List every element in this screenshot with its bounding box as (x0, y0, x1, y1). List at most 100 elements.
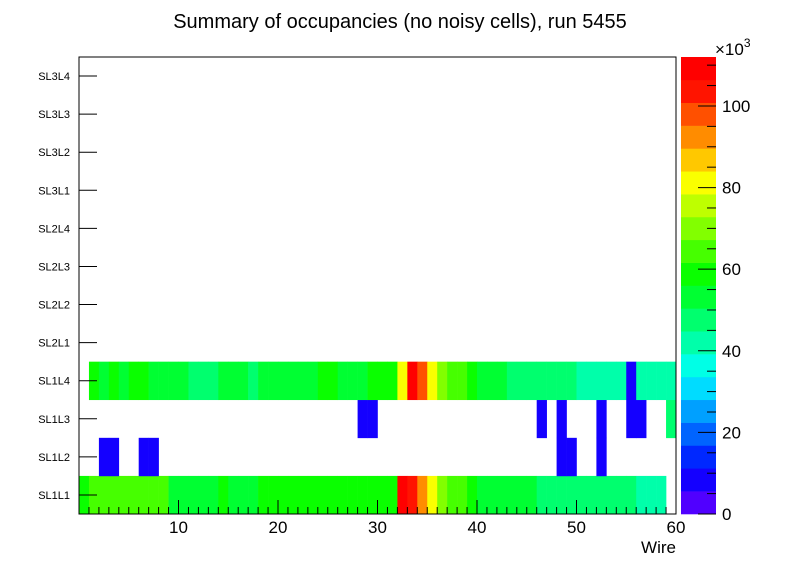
color-scale-swatch-1 (681, 491, 716, 515)
heatmap-cell-sl1l1-28 (347, 475, 358, 515)
y-tick-label-sl2l1: SL2L1 (38, 338, 70, 350)
heatmap-cell-sl1l1-41 (477, 475, 488, 515)
heatmap-cell-sl1l4-40 (467, 361, 478, 401)
heatmap-cell-sl1l4-33 (397, 361, 408, 401)
plot-frame (78, 56, 677, 515)
heatmap-cell-sl1l1-6 (128, 475, 139, 515)
heatmap-cell-sl1l1-9 (158, 475, 169, 515)
heatmap-cell-sl1l4-49 (556, 361, 567, 401)
heatmap-cell-sl1l4-12 (188, 361, 199, 401)
heatmap-cell-sl1l4-54 (606, 361, 617, 401)
heatmap-cell-sl1l4-20 (268, 361, 279, 401)
heatmap-cell-sl1l1-10 (168, 475, 179, 515)
heatmap-cell-sl1l4-4 (108, 361, 120, 401)
heatmap-cell-sl1l1-20 (268, 475, 279, 515)
color-scale-swatch-14 (681, 194, 716, 218)
heatmap-cell-sl1l2-50 (566, 437, 577, 477)
heatmap-cell-sl1l1-42 (486, 475, 498, 515)
heatmap-cell-sl1l4-17 (238, 361, 249, 401)
heatmap-cell-sl1l4-36 (427, 361, 438, 401)
heatmap-cell-sl1l4-19 (258, 361, 269, 401)
heatmap-cell-sl1l4-53 (596, 361, 607, 401)
heatmap-cell-sl1l4-28 (347, 361, 358, 401)
heatmap-cell-sl1l4-51 (576, 361, 587, 401)
heatmap-cell-sl1l4-59 (656, 361, 667, 401)
color-scale-swatch-7 (681, 354, 716, 378)
heatmap-cell-sl1l4-42 (486, 361, 498, 401)
heatmap-cell-sl1l1-39 (457, 475, 468, 515)
heatmap-cell-sl1l4-35 (417, 361, 428, 401)
heatmap-cell-sl1l1-17 (238, 475, 249, 515)
x-axis-label: Wire (641, 538, 676, 557)
x-tick-label-60: 60 (667, 518, 686, 537)
color-scale-swatch-12 (681, 239, 716, 263)
z-tick-label-0: 0 (722, 505, 731, 524)
heatmap-cell-sl1l1-38 (447, 475, 458, 515)
heatmap-cell-sl1l1-5 (118, 475, 130, 515)
z-tick-label-40: 40 (722, 342, 741, 361)
heatmap-cell-sl1l4-52 (586, 361, 597, 401)
color-scale (681, 57, 716, 515)
heatmap-cell-sl1l4-44 (506, 361, 518, 401)
heatmap-cell-sl1l2-3 (98, 437, 110, 477)
heatmap-cell-sl1l4-27 (337, 361, 348, 401)
y-tick-label-sl3l2: SL3L2 (38, 147, 70, 159)
heatmap-cell-sl1l4-8 (148, 361, 159, 401)
heatmap-cell-sl1l1-22 (287, 475, 299, 515)
z-tick-label-80: 80 (722, 179, 741, 198)
color-scale-swatch-4 (681, 422, 716, 446)
y-tick-label-sl3l1: SL3L1 (38, 185, 70, 197)
heatmap-cell-sl1l4-48 (546, 361, 557, 401)
heatmap-cell-sl1l2-4 (108, 437, 120, 477)
heatmap-cell-sl1l1-50 (566, 475, 577, 515)
heatmap-cell-sl1l4-15 (218, 361, 229, 401)
x-tick-label-30: 30 (368, 518, 387, 537)
color-scale-swatch-9 (681, 308, 716, 332)
heatmap-cell-sl1l3-47 (536, 399, 547, 439)
heatmap-cell-sl1l1-49 (556, 475, 567, 515)
heatmap-cell-sl1l1-36 (427, 475, 438, 515)
color-scale-multiplier-base: ×10 (715, 40, 744, 59)
heatmap-cell-sl1l4-50 (566, 361, 577, 401)
heatmap-cell-sl1l1-43 (496, 475, 508, 515)
y-tick-label-sl2l4: SL2L4 (38, 223, 70, 235)
color-scale-swatch-11 (681, 262, 716, 286)
heatmap-cell-sl1l1-3 (98, 475, 110, 515)
heatmap-cell-sl1l4-5 (118, 361, 130, 401)
z-tick-label-60: 60 (722, 260, 741, 279)
heatmap-cell-sl1l4-9 (158, 361, 169, 401)
heatmap-cell-sl1l3-60 (666, 399, 677, 439)
color-scale-multiplier-exponent: 3 (744, 36, 751, 50)
heatmap-cell-sl1l4-16 (228, 361, 239, 401)
heatmap-cell-sl1l4-46 (526, 361, 537, 401)
heatmap-cell-sl1l1-37 (437, 475, 448, 515)
heatmap-cell-sl1l1-30 (367, 475, 378, 515)
heatmap-cell-sl1l1-16 (228, 475, 239, 515)
heatmap-cell-sl1l4-25 (317, 361, 329, 401)
heatmap-cell-sl1l4-43 (496, 361, 508, 401)
color-scale-swatch-18 (681, 102, 716, 126)
heatmap-cell-sl1l1-48 (546, 475, 557, 515)
heatmap-cell-sl1l4-7 (138, 361, 149, 401)
heatmap-cell-sl1l4-29 (357, 361, 368, 401)
heatmap-cell-sl1l1-53 (596, 475, 607, 515)
heatmap-cell-sl1l4-39 (457, 361, 468, 401)
heatmap-cell-sl1l4-26 (327, 361, 338, 401)
x-tick-label-40: 40 (468, 518, 487, 537)
heatmap-cell-sl1l4-23 (297, 361, 309, 401)
heatmap-cell-sl1l1-46 (526, 475, 537, 515)
heatmap-cell-sl1l4-37 (437, 361, 448, 401)
y-tick-label-sl3l4: SL3L4 (38, 71, 70, 83)
y-tick-label-sl1l4: SL1L4 (38, 376, 70, 388)
heatmap-cell-sl1l1-51 (576, 475, 587, 515)
heatmap-cell-sl1l1-26 (327, 475, 338, 515)
heatmap-cell-sl1l1-58 (646, 475, 657, 515)
heatmap-cell-sl1l1-57 (636, 475, 647, 515)
heatmap-cell-sl1l1-35 (417, 475, 428, 515)
heatmap-cell-sl1l1-31 (377, 475, 388, 515)
heatmap-cell-sl1l1-21 (278, 475, 289, 515)
heatmap-cell-sl1l3-49 (556, 399, 567, 439)
heatmap-cell-sl1l1-56 (626, 475, 637, 515)
